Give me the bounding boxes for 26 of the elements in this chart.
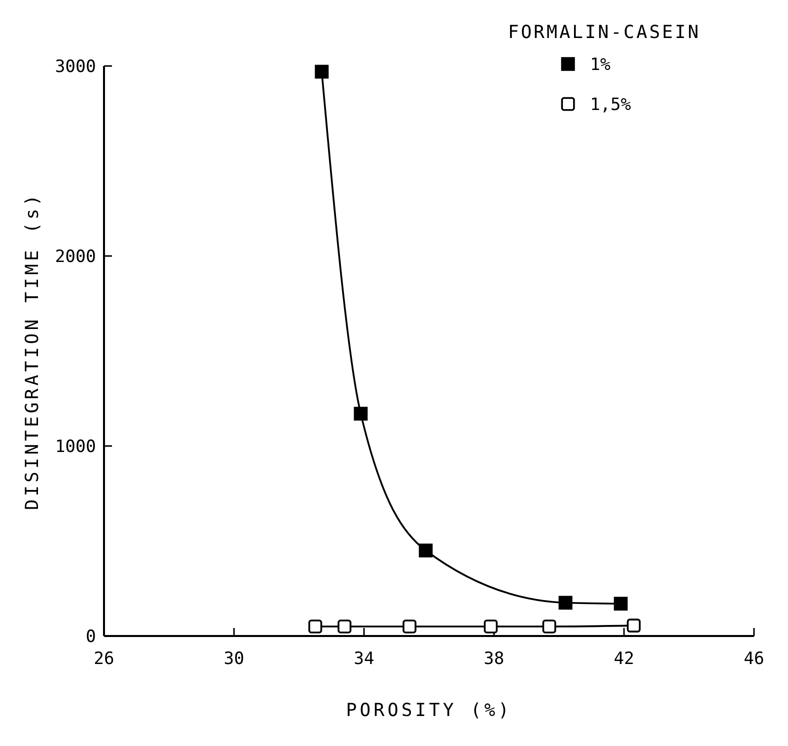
point (402, 620, 416, 634)
y-tick-label: 1000 (55, 436, 96, 457)
point (354, 406, 368, 421)
legend-label: 1% (590, 54, 610, 75)
point (314, 64, 329, 79)
y-tick-label: 3000 (55, 56, 96, 77)
point (338, 620, 352, 634)
point (626, 618, 641, 632)
y-tick-label: 0 (86, 626, 96, 647)
legend-title: FORMALIN-CASEIN (508, 22, 701, 43)
point (558, 596, 572, 610)
x-tick-label: 38 (484, 649, 504, 669)
point (418, 544, 433, 558)
x-tick-label: 42 (614, 649, 634, 669)
x-axis-title: POROSITY (%) (346, 700, 512, 721)
y-tick-label: 2000 (55, 246, 96, 267)
y-axis-title: DISINTEGRATION TIME (s) (22, 192, 43, 510)
legend-label: 1,5% (590, 94, 631, 115)
point (308, 620, 322, 634)
point (484, 620, 498, 634)
point (542, 620, 556, 634)
x-tick-label: 34 (354, 649, 374, 669)
x-tick-label: 26 (94, 649, 114, 669)
x-tick-label: 30 (224, 649, 244, 669)
x-tick-label: 46 (744, 649, 764, 669)
point (614, 596, 628, 611)
